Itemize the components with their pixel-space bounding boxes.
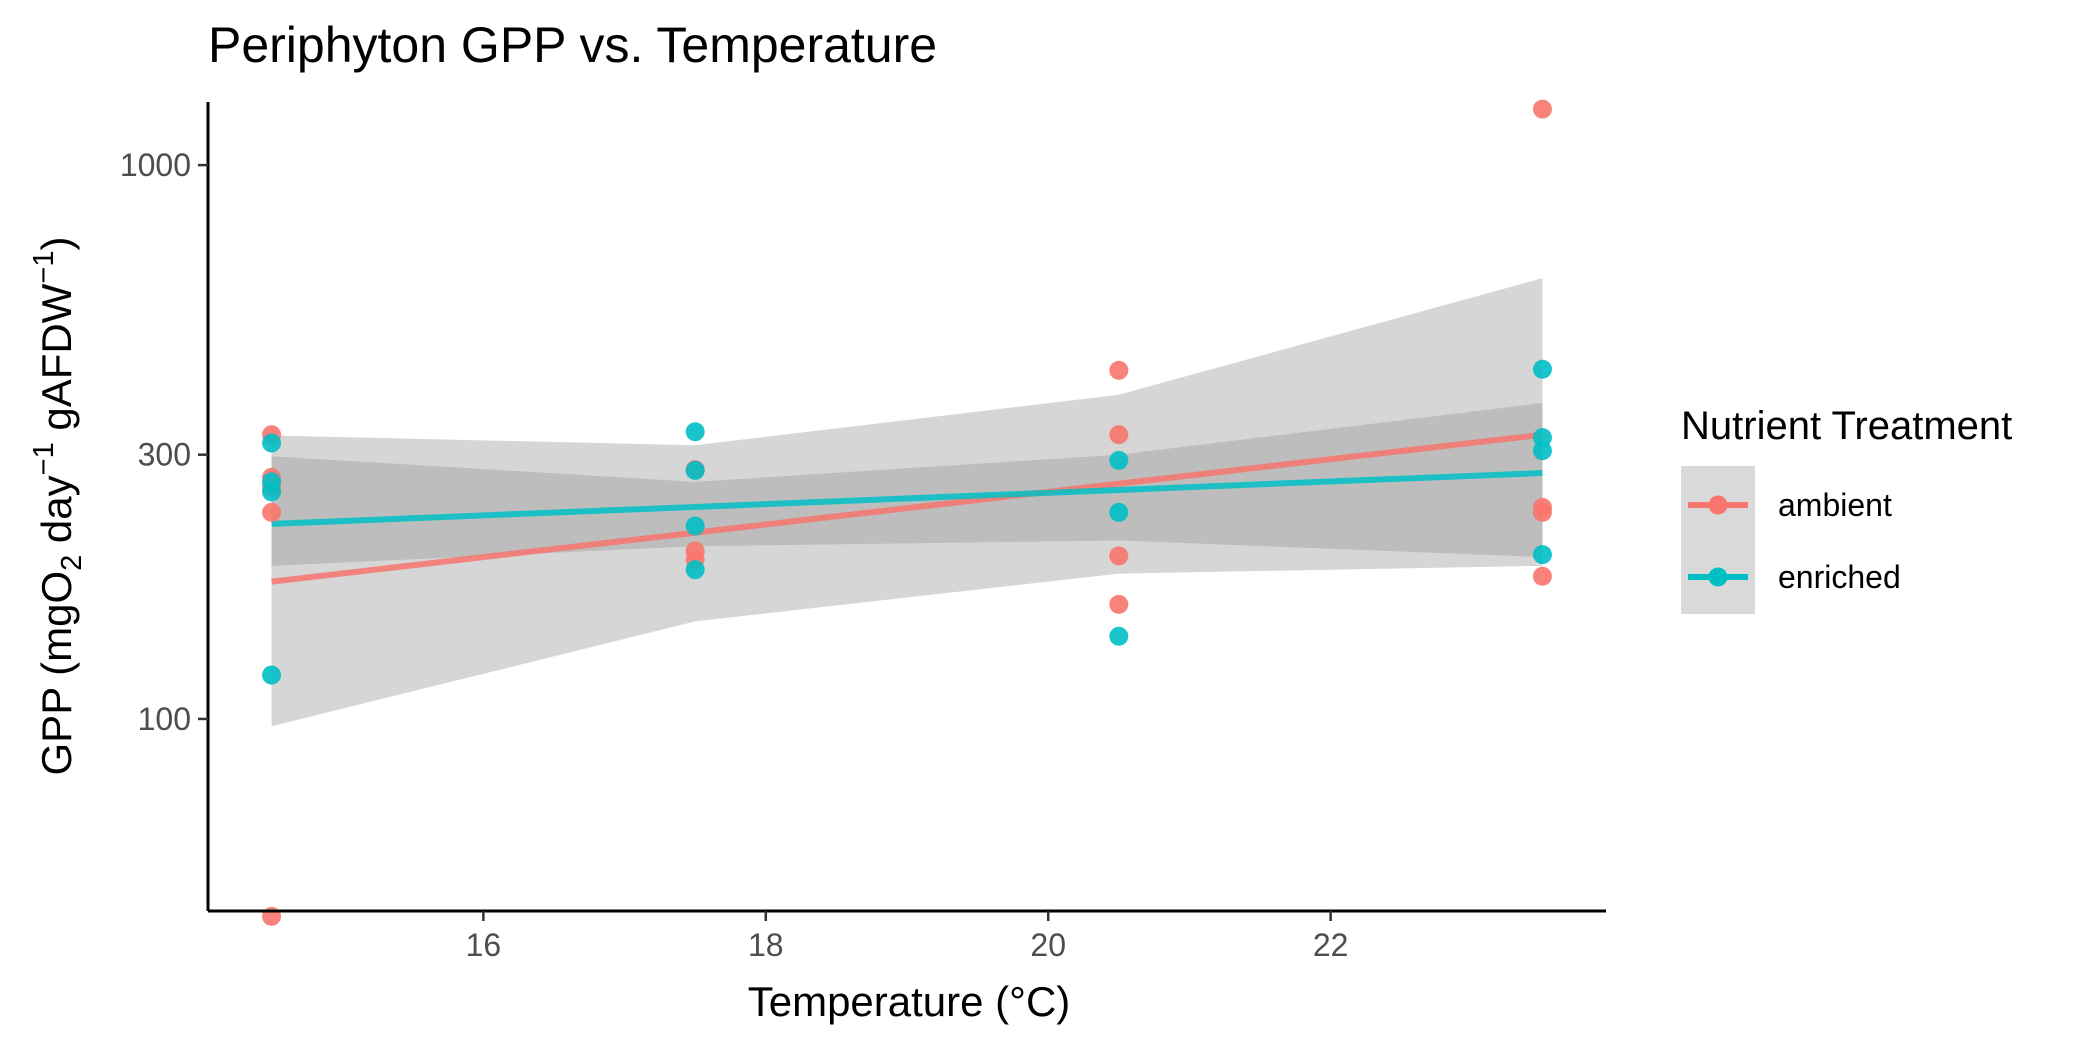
- y-axis-title-part: gAFDW: [33, 283, 80, 442]
- y-axis-title-part: day: [33, 475, 80, 554]
- x-tick-label: 20: [1030, 927, 1066, 963]
- legend-key-point-ambient: [1708, 495, 1728, 515]
- data-point-enriched: [262, 433, 282, 453]
- legend-key-background: [1681, 466, 1755, 614]
- data-point-enriched: [262, 482, 282, 502]
- y-axis-title-part: GPP (mgO: [33, 571, 80, 776]
- y-tick-label: 300: [138, 437, 191, 473]
- y-tick-label: 100: [138, 701, 191, 737]
- confidence-band-enriched: [271, 402, 1543, 566]
- x-tick-label: 18: [748, 927, 784, 963]
- data-point-ambient: [1109, 360, 1129, 380]
- data-points: [262, 99, 1552, 926]
- data-point-enriched: [685, 460, 705, 480]
- data-point-ambient: [1109, 594, 1129, 614]
- data-point-enriched: [1532, 441, 1552, 461]
- data-point-enriched: [685, 560, 705, 580]
- data-point-enriched: [1109, 626, 1129, 646]
- data-point-enriched: [1532, 545, 1552, 565]
- chart-title: Periphyton GPP vs. Temperature: [208, 17, 937, 73]
- x-axis-title: Temperature (°C): [748, 978, 1071, 1025]
- legend-label-ambient: ambient: [1778, 487, 1892, 523]
- confidence-bands: [271, 278, 1543, 727]
- data-point-enriched: [1109, 450, 1129, 470]
- data-point-ambient: [1109, 546, 1129, 566]
- x-tick-label: 16: [466, 927, 502, 963]
- legend-title: Nutrient Treatment: [1681, 404, 2012, 448]
- legend-label-enriched: enriched: [1778, 559, 1901, 595]
- data-point-enriched: [1109, 502, 1129, 522]
- fit-lines: [271, 431, 1543, 585]
- y-axis-title-part: −1: [28, 251, 60, 284]
- data-point-ambient: [1109, 425, 1129, 445]
- data-point-enriched: [262, 665, 282, 685]
- data-point-enriched: [685, 422, 705, 442]
- data-point-ambient: [1532, 99, 1552, 119]
- y-axis-title-part: ): [33, 237, 80, 251]
- legend-key-point-enriched: [1708, 567, 1728, 587]
- data-point-ambient: [1532, 502, 1552, 522]
- data-point-ambient: [262, 502, 282, 522]
- y-axis-title: GPP (mgO2 day−1 gAFDW−1): [28, 237, 88, 776]
- x-tick-label: 22: [1313, 927, 1349, 963]
- data-point-ambient: [1532, 566, 1552, 586]
- y-tick-label: 1000: [120, 147, 191, 183]
- data-point-enriched: [685, 516, 705, 536]
- data-point-enriched: [1532, 428, 1552, 448]
- confidence-band-ambient: [271, 278, 1543, 727]
- fit-line-enriched: [271, 470, 1543, 527]
- fit-line-ambient: [271, 431, 1543, 585]
- legend: Nutrient Treatment ambient enriched: [1681, 404, 2012, 614]
- data-point-enriched: [1532, 359, 1552, 379]
- axes: 16 18 20 22 100 300 1000: [120, 102, 1606, 963]
- y-axis-title-part: −1: [28, 442, 60, 475]
- y-axis-title-part: 2: [56, 555, 88, 571]
